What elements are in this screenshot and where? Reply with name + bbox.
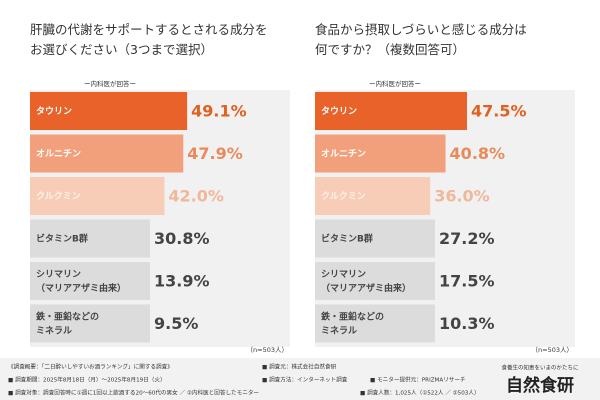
category-label: 鉄・亜鉛などのミネラル: [321, 310, 384, 336]
chart-title: 肝臓の代謝をサポートするとされる成分をお選びください（3つまで選択）: [30, 22, 268, 57]
value-label: 9.5%: [154, 314, 198, 333]
value-label: 47.5%: [471, 102, 527, 121]
bar: [30, 262, 75, 300]
chart-title: 食品から摂取しづらいと感じる成分は何ですか？（複数回答可）: [315, 22, 527, 57]
category-label: 鉄・亜鉛などのミネラル: [36, 310, 99, 336]
footer-note: 《調査概要：「二日酔いしやすいお酒ランキング」に関する調査》: [8, 363, 173, 371]
bar: [315, 177, 431, 215]
bar: [30, 304, 61, 343]
category-label: クルクミン: [36, 191, 81, 202]
value-label: 17.5%: [439, 272, 495, 291]
category-label: オルニチン: [36, 148, 81, 159]
category-label: タウリン: [36, 105, 72, 117]
plot-background: [315, 90, 575, 347]
sample-note: （n=503人）: [532, 346, 573, 354]
value-label: 30.8%: [154, 229, 210, 248]
value-label: 10.3%: [439, 314, 495, 333]
bar: [315, 92, 467, 130]
bar: [315, 134, 446, 173]
category-label: ビタミンB群: [36, 232, 88, 244]
bar: [315, 262, 371, 300]
footer-note: ■ 調査人数：1,025人（①522人 ／ ②503人）: [360, 389, 480, 397]
bar: [30, 134, 184, 173]
bar: [315, 304, 348, 343]
category-label: シリマリン（マリアアザミ由来）: [321, 269, 411, 294]
value-label: 47.9%: [187, 144, 243, 163]
category-label: タウリン: [321, 105, 357, 117]
sample-note: （n=503人）: [247, 346, 288, 354]
value-label: 49.1%: [191, 102, 247, 121]
value-label: 27.2%: [439, 229, 495, 248]
plot-background: [30, 90, 290, 347]
footer-note: ■ 調査対象：調査回答時に①週に1回以上飲酒する20〜60代の男女 ／ ②内科医…: [8, 389, 259, 397]
category-label: クルクミン: [321, 191, 366, 202]
logo: 自然食研: [506, 375, 574, 396]
bar: [315, 219, 403, 258]
value-label: 42.0%: [168, 187, 224, 206]
value-label: 13.9%: [154, 272, 210, 291]
tagline: 食養生の知恵をいまのかたちに: [501, 364, 578, 372]
bar: [30, 177, 165, 215]
chart-subtitle: ー内科医が回答ー: [84, 79, 136, 88]
chart-subtitle: ー内科医が回答ー: [369, 79, 421, 88]
footer-note: ■ モニター提供元：PRIZMAリサーチ: [370, 376, 466, 384]
bar: [30, 92, 188, 130]
footer-note: ■ 調査方法：インターネット調査: [262, 376, 348, 384]
category-label: オルニチン: [321, 148, 366, 159]
bar: [30, 219, 129, 258]
value-label: 36.0%: [434, 187, 490, 206]
footer-band: [0, 358, 600, 400]
footer-note: ■ 調査元：株式会社自然食研: [262, 363, 337, 371]
footer-note: ■ 調査期間：2025年8月18日（月）〜2025年8月19日（火）: [8, 376, 166, 384]
category-label: ビタミンB群: [321, 232, 373, 244]
value-label: 40.8%: [450, 144, 506, 163]
category-label: シリマリン（マリアアザミ由来）: [36, 269, 126, 294]
